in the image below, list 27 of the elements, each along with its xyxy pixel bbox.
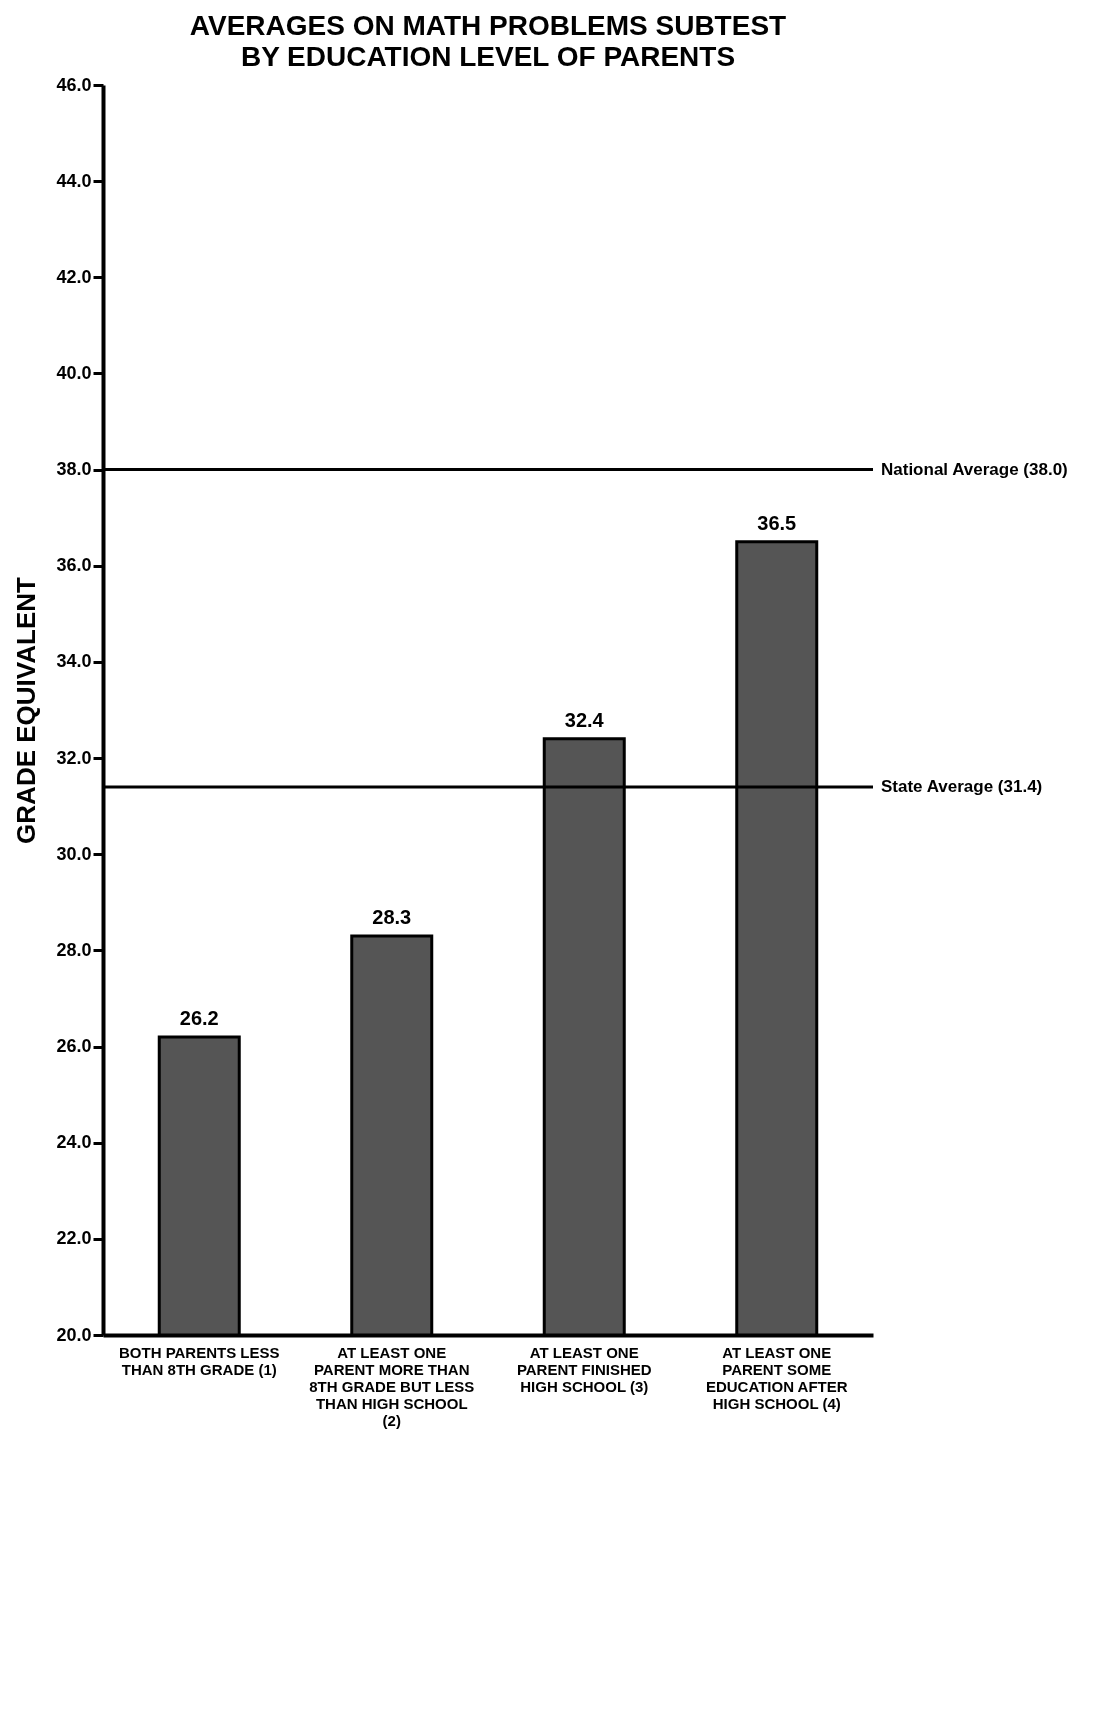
x-tick-label: AT LEAST ONE PARENT SOME EDUCATION AFTER HIGH SCHOOL (4) [705, 1343, 848, 1412]
y-tick-label: 44.0 [56, 170, 92, 191]
y-tick-label: 24.0 [56, 1132, 92, 1153]
data-label: 26.2 [179, 1006, 219, 1029]
data-label: 32.4 [564, 708, 605, 731]
x-tick-label: AT LEAST ONE PARENT FINISHED HIGH SCHOOL (3) [516, 1343, 652, 1395]
y-tick-label: 30.0 [56, 843, 92, 864]
y-tick-label: 34.0 [56, 651, 92, 672]
chart-title: AVERAGES ON MATH PROBLEMS SUBTEST [189, 10, 787, 41]
y-tick-label: 42.0 [56, 266, 92, 287]
data-label: 36.5 [757, 511, 797, 534]
y-tick-label: 20.0 [56, 1324, 92, 1345]
ref-line-label: National Average (38.0) [881, 459, 1068, 479]
data-label: 28.3 [372, 905, 412, 928]
y-axis-title: GRADE EQUIVALENT [11, 577, 42, 844]
y-tick-label: 22.0 [56, 1228, 92, 1249]
y-tick-label: 36.0 [56, 555, 92, 576]
y-tick-label: 28.0 [56, 939, 92, 960]
y-tick-label: 38.0 [56, 459, 92, 480]
x-tick-label: BOTH PARENTS LESS THAN 8TH GRADE (1) [118, 1343, 280, 1378]
y-tick-label: 46.0 [56, 74, 92, 95]
chart-subtitle: BY EDUCATION LEVEL OF PARENTS [240, 41, 736, 72]
y-tick-label: 40.0 [56, 362, 92, 383]
y-tick-label: 32.0 [56, 747, 92, 768]
ref-line-label: State Average (31.4) [881, 776, 1043, 796]
y-tick-label: 26.0 [56, 1036, 92, 1057]
x-tick-label: AT LEAST ONE PARENT MORE THAN 8TH GRADE BUT LESS THAN HIGH SCHOOL (2) [309, 1343, 475, 1429]
